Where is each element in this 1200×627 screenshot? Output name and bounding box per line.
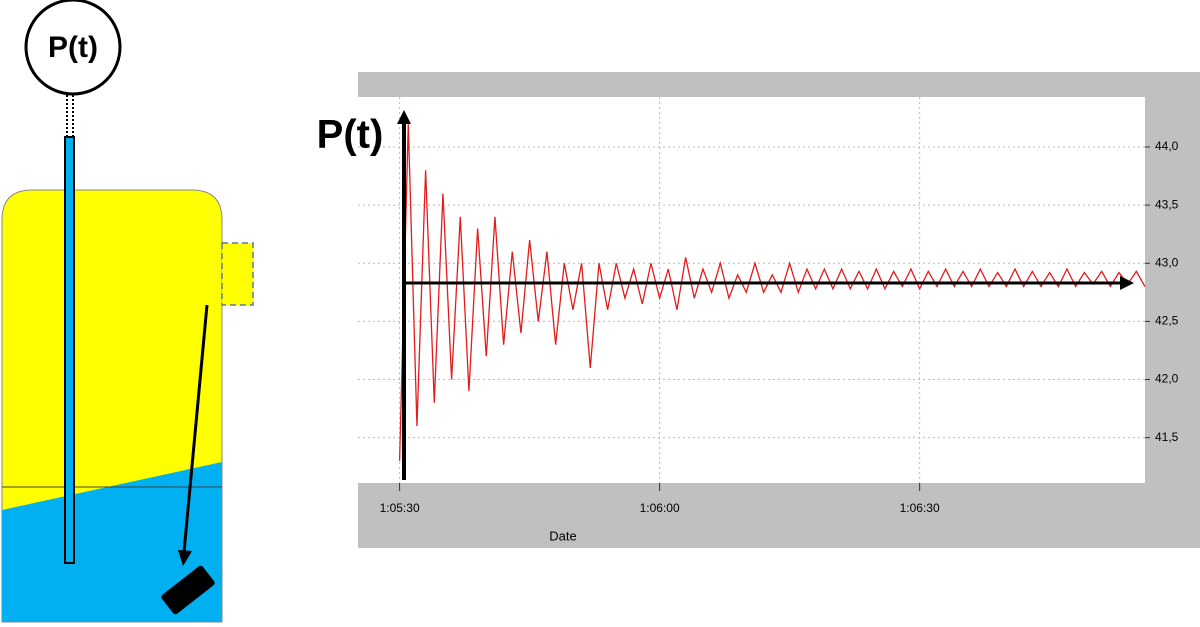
y-arrow-head [397,110,411,124]
x-axis-label: Date [549,528,576,543]
plot-area [358,97,1145,483]
x-tick-label: 1:05:30 [380,501,420,515]
tank-diagram: P(t) [1,0,254,623]
gauge [24,0,122,96]
y-tick-label: 44,0 [1155,139,1179,153]
side-port [221,242,254,306]
x-tick-label: 1:06:00 [640,501,680,515]
plot [398,123,1146,461]
sensor [161,565,215,615]
y-tick-label: 43,0 [1155,255,1179,269]
liquid [2,462,222,622]
tube [64,136,75,564]
x-tick-label: 1:06:30 [900,501,940,515]
x-arrow-head [1120,276,1134,290]
grid [358,97,1150,491]
arrow-head [178,550,192,566]
y-tick-label: 41,5 [1155,430,1179,444]
y-tick-label: 42,5 [1155,314,1179,328]
y-tick-label: 43,5 [1155,197,1179,211]
y-tick-label: 42,0 [1155,372,1179,386]
data-line [398,123,1146,461]
gauge-label: P(t) [48,31,98,64]
arrow [182,304,209,553]
y-axis-label: P(t) [317,113,384,157]
